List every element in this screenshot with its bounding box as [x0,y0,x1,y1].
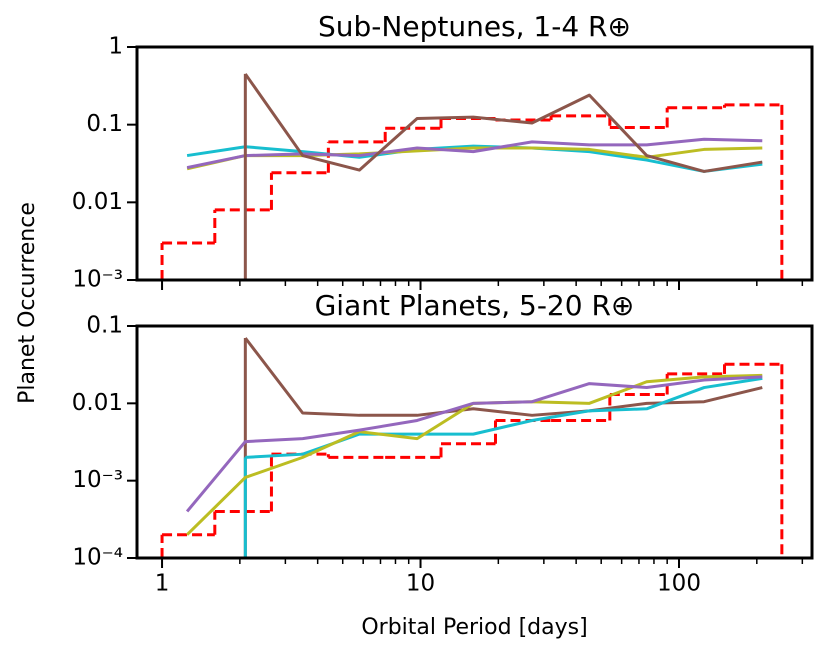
series-line [186,144,763,173]
y-tick-label: 10⁻³ [72,267,123,293]
plot-area [160,337,784,558]
y-axis-label: Planet Occurrence [15,202,40,404]
axes-frame [135,324,814,560]
series-line [244,73,763,173]
chart-title: Giant Planets, 5-20 R⊕ [315,289,635,322]
x-tick-label: 100 [657,571,701,597]
y-tick-label: 10⁻⁴ [72,545,123,571]
x-axis-label: Orbital Period [days] [361,615,587,640]
y-tick-label: 0.1 [86,313,123,339]
plot-area [160,73,784,280]
y-tick-label: 0.1 [86,111,123,137]
y-tick-label: 1 [108,34,123,60]
x-tick-label: 1 [155,571,170,597]
chart-title: Sub-Neptunes, 1-4 R⊕ [318,10,631,43]
series-line [186,137,763,170]
y-tick-label: 0.01 [72,189,123,215]
y-tick-label: 10⁻³ [72,467,123,493]
series-line [245,376,763,459]
y-tick-label: 0.01 [72,390,123,416]
series-line [244,337,763,417]
axes-frame [135,45,814,282]
x-tick-label: 10 [406,571,435,597]
series-line [185,375,763,513]
